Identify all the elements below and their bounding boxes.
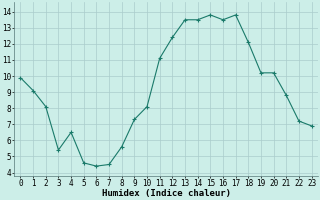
X-axis label: Humidex (Indice chaleur): Humidex (Indice chaleur) (101, 189, 230, 198)
